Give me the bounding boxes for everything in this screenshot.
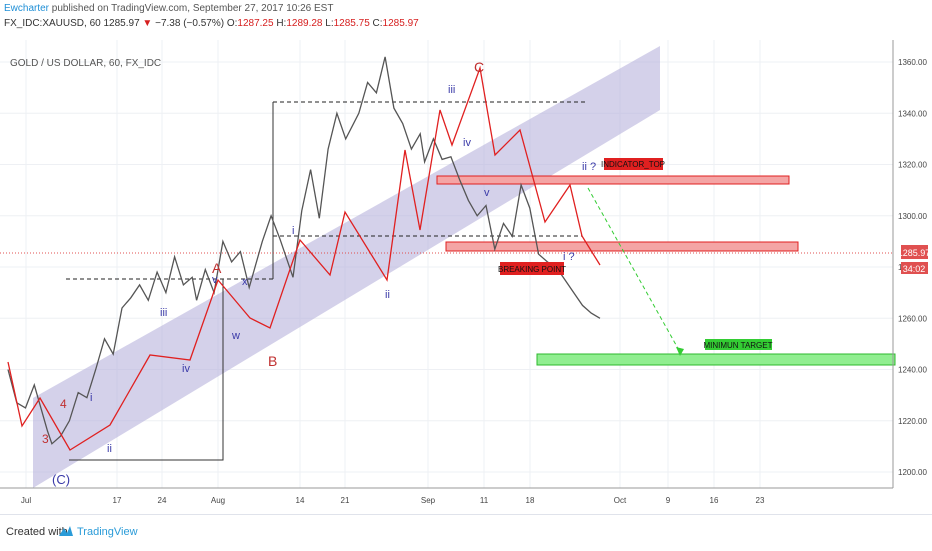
y-tick-label: 1320.00 [898,161,927,170]
wave-path[interactable] [7,65,601,451]
wave-label-b: B [268,353,277,369]
x-tick-label: 18 [526,496,535,505]
tradingview-link[interactable]: TradingView [77,526,138,538]
wave-label-v-1: v [212,274,218,286]
x-tick-label: 17 [113,496,122,505]
x-tick-label: Jul [21,496,31,505]
y-tick-label: 1240.00 [898,366,927,375]
y-tick-label: 1300.00 [898,212,927,221]
symbol-label: FX_IDC:XAUUSD, 60 [4,18,101,29]
wave-label-c: C [474,59,484,75]
low-value: 1285.75 [333,18,370,29]
wave-label-i-1: i [90,392,92,404]
wave-label-c-paren: (C) [52,472,70,487]
publisher-link[interactable]: Ewcharter [4,3,50,14]
price-badge: 1285.97 [898,248,931,258]
wave-label-a: A [212,260,222,276]
x-tick-label: Aug [211,496,225,505]
last-price: 1285.97 [103,18,140,29]
wave-label-ii-1: ii [107,443,112,455]
x-tick-label: 16 [710,496,719,505]
countdown-badge: 34:02 [903,264,926,274]
open-label: O: [226,18,238,29]
wave-label-iii-2: iii [448,84,455,96]
wave-label-iv-1: iv [182,363,190,375]
x-tick-label: Oct [614,496,627,505]
measure-bracket-1[interactable] [69,279,224,461]
y-tick-label: 1340.00 [898,109,927,118]
breaking-point-label-bg [500,262,564,275]
trend-channel[interactable] [33,46,660,488]
projection-arrow[interactable] [587,187,681,353]
x-tick-label: 24 [158,496,167,505]
wave-label-3: 3 [42,432,49,446]
wave-label-i-2: i [292,225,294,237]
wave-label-iv-2: iv [463,137,471,149]
wave-labels: 3 4 A B C (C) i ii iii iv v x w i ii iii… [42,59,596,487]
tradingview-logo-icon [59,526,73,536]
x-tick-label: 11 [480,496,489,505]
open-value: 1287.25 [237,18,274,29]
indicator-top-label: INDICATOR_TOP [601,160,665,169]
wave-label-4: 4 [60,397,67,411]
high-label: H: [276,18,287,29]
x-tick-label: 9 [666,496,671,505]
minimum-target-zone[interactable] [536,353,896,366]
indicator-top-zone[interactable] [436,175,790,185]
minimum-target-label-bg [705,339,772,350]
close-value: 1285.97 [382,18,419,29]
symbol-ohlc-bar: FX_IDC:XAUUSD, 60 1285.97 ▼ −7.38 (−0.57… [4,18,419,29]
wave-label-x: x [242,276,248,288]
chart-title: GOLD / US DOLLAR, 60, FX_IDC [10,58,161,69]
indicator-top-label-bg [604,158,663,170]
wave-label-ii-question: ii ? [582,161,596,173]
x-tick-label: 23 [756,496,765,505]
high-value: 1289.28 [286,18,323,29]
x-tick-label: Sep [421,496,436,505]
price-series-line[interactable] [7,56,601,445]
created-with-label: Created with [6,526,68,538]
y-tick-label: 1360.00 [898,58,927,67]
countdown-badge-bg [901,262,928,274]
low-label: L: [325,18,334,29]
minimum-target-label: MINIMUN TARGET [703,341,772,350]
x-tick-label: 14 [296,496,305,505]
published-text: published on TradingView.com, September … [51,3,334,14]
wave-label-i-question: i ? [563,251,575,263]
change-value: −7.38 (−0.57%) [155,18,225,29]
publish-info: Ewcharter published on TradingView.com, … [4,3,333,14]
projection-arrow-head [676,347,684,356]
time-axis[interactable]: Jul 17 24 Aug 14 21 Sep 11 18 Oct 9 16 23 [21,496,765,505]
x-tick-label: 21 [341,496,350,505]
breaking-point-label: BREAKING POINT [498,265,566,274]
wave-label-v-2: v [484,187,490,199]
wave-label-iii-1: iii [160,307,167,319]
change-down-icon: ▼ [142,18,153,29]
close-label: C: [372,18,383,29]
price-badge-bg [901,245,928,259]
wave-label-w: w [231,330,240,342]
y-tick-label: 1220.00 [898,417,927,426]
y-tick-label: 1260.00 [898,314,927,323]
price-chart[interactable]: 1200.001220.001240.001260.001280.001300.… [0,40,932,514]
breaking-point-zone[interactable] [445,241,799,252]
y-tick-label: 1200.00 [898,468,927,477]
wave-label-ii-2: ii [385,289,390,301]
footer: Created with TradingView [0,514,932,551]
